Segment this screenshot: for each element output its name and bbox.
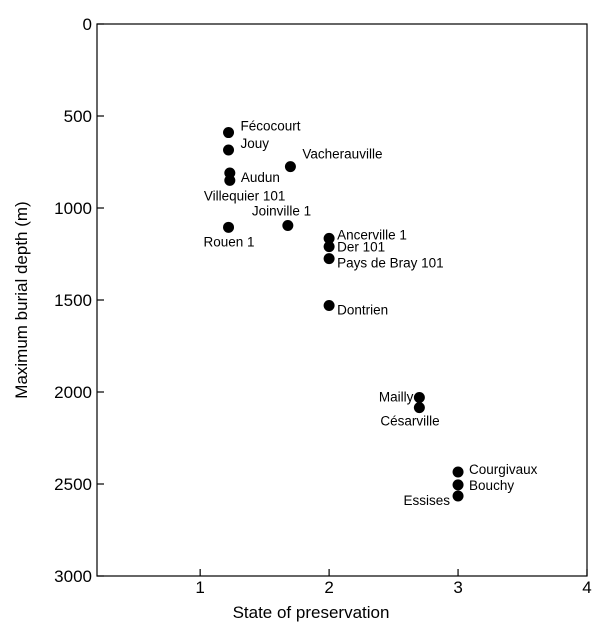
x-tick-label: 4 (582, 578, 591, 597)
point-label: Fécocourt (241, 119, 301, 134)
data-point (323, 241, 335, 253)
data-point (223, 127, 235, 139)
y-axis-title: Maximum burial depth (m) (12, 201, 31, 398)
point-label: Villequier 101 (204, 188, 286, 203)
point-label: Courgivaux (469, 462, 538, 477)
y-tick-label: 500 (64, 107, 92, 126)
x-tick-label: 1 (195, 578, 204, 597)
point-label: Césarville (380, 414, 439, 429)
point-label: Jouy (241, 136, 270, 151)
data-point (223, 144, 235, 156)
data-point (223, 221, 235, 233)
data-point (284, 161, 296, 173)
y-tick-label: 1500 (54, 291, 92, 310)
data-point (452, 490, 464, 502)
data-point (323, 232, 335, 244)
data-point (413, 392, 425, 404)
x-axis: 1 2 3 4 (195, 569, 592, 597)
point-label: Pays de Bray 101 (337, 256, 444, 271)
point-label: Joinville 1 (252, 203, 311, 218)
point-label: Essises (404, 493, 451, 508)
y-tick-label: 2500 (54, 475, 92, 494)
data-point (323, 253, 335, 265)
point-label: Vacherauville (302, 147, 382, 162)
y-tick-label: 0 (83, 15, 92, 34)
y-tick-label: 3000 (54, 567, 92, 586)
data-point (452, 479, 464, 491)
plot-frame (96, 23, 588, 577)
point-label: Dontrien (337, 303, 388, 318)
data-point (282, 219, 294, 231)
x-tick-label: 3 (453, 578, 462, 597)
point-label: Bouchy (469, 478, 514, 493)
y-tick-label: 2000 (54, 383, 92, 402)
point-label: Rouen 1 (204, 234, 255, 249)
data-point (323, 300, 335, 312)
point-label: Ancerville 1 (337, 227, 407, 242)
data-point (413, 402, 425, 414)
data-point (452, 466, 464, 478)
point-label: Mailly (379, 390, 414, 405)
point-label: Audun (241, 170, 280, 185)
data-point (224, 174, 236, 186)
x-tick-label: 2 (324, 578, 333, 597)
point-label: Der 101 (337, 240, 385, 255)
y-axis: 0 500 1000 1500 2000 2500 3000 (54, 15, 104, 586)
x-axis-title: State of preservation (233, 603, 390, 622)
y-tick-label: 1000 (54, 199, 92, 218)
data-points: Fécocourt Jouy Vacherauville Audun Villequie… (204, 119, 538, 508)
